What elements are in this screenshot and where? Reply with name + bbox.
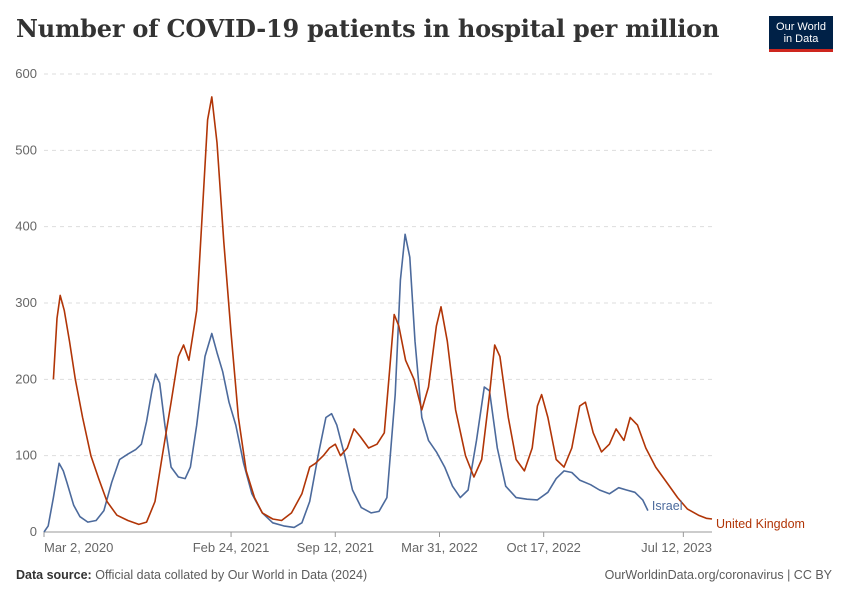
series-line-united-kingdom (52, 96, 713, 526)
logo-line-1: Our World (776, 21, 826, 33)
source-link[interactable]: OurWorldinData.org/coronavirus | CC BY (604, 568, 832, 582)
series-label: United Kingdom (716, 517, 805, 531)
y-tick-label: 100 (15, 448, 37, 463)
chart-title: Number of COVID-19 patients in hospital … (16, 14, 720, 43)
y-tick-label: 600 (15, 66, 37, 81)
x-tick-label: Jul 12, 2023 (641, 540, 712, 555)
data-source-label: Data source: (16, 568, 92, 582)
y-tick-label: 200 (15, 371, 37, 386)
grid-layer (44, 73, 712, 457)
y-tick-label: 0 (30, 524, 37, 539)
y-tick-label: 500 (15, 142, 37, 157)
logo-line-2: in Data (783, 33, 819, 45)
x-tick-label: Oct 17, 2022 (506, 540, 580, 555)
line-chart: 0 100 200 300 400 500 600 Mar 2, 2020 Feb 24, 20… (15, 66, 805, 555)
x-tick-label: Mar 31, 2022 (401, 540, 478, 555)
owid-logo[interactable]: Our World in Data (769, 16, 833, 52)
y-tick-label: 400 (15, 219, 37, 234)
data-source-text: Official data collated by Our World in D… (95, 568, 368, 582)
series-layer (43, 96, 713, 533)
series-label: Israel (652, 499, 683, 513)
label-layer: Israel United Kingdom (652, 499, 805, 531)
x-tick-label: Feb 24, 2021 (193, 540, 270, 555)
x-tick-label: Mar 2, 2020 (44, 540, 113, 555)
series-line-israel (43, 233, 649, 533)
y-tick-label: 300 (15, 295, 37, 310)
x-tick-label: Sep 12, 2021 (297, 540, 374, 555)
data-source: Data source: Official data collated by O… (16, 568, 367, 582)
axis-layer: 0 100 200 300 400 500 600 Mar 2, 2020 Feb 24, 20… (15, 66, 712, 555)
